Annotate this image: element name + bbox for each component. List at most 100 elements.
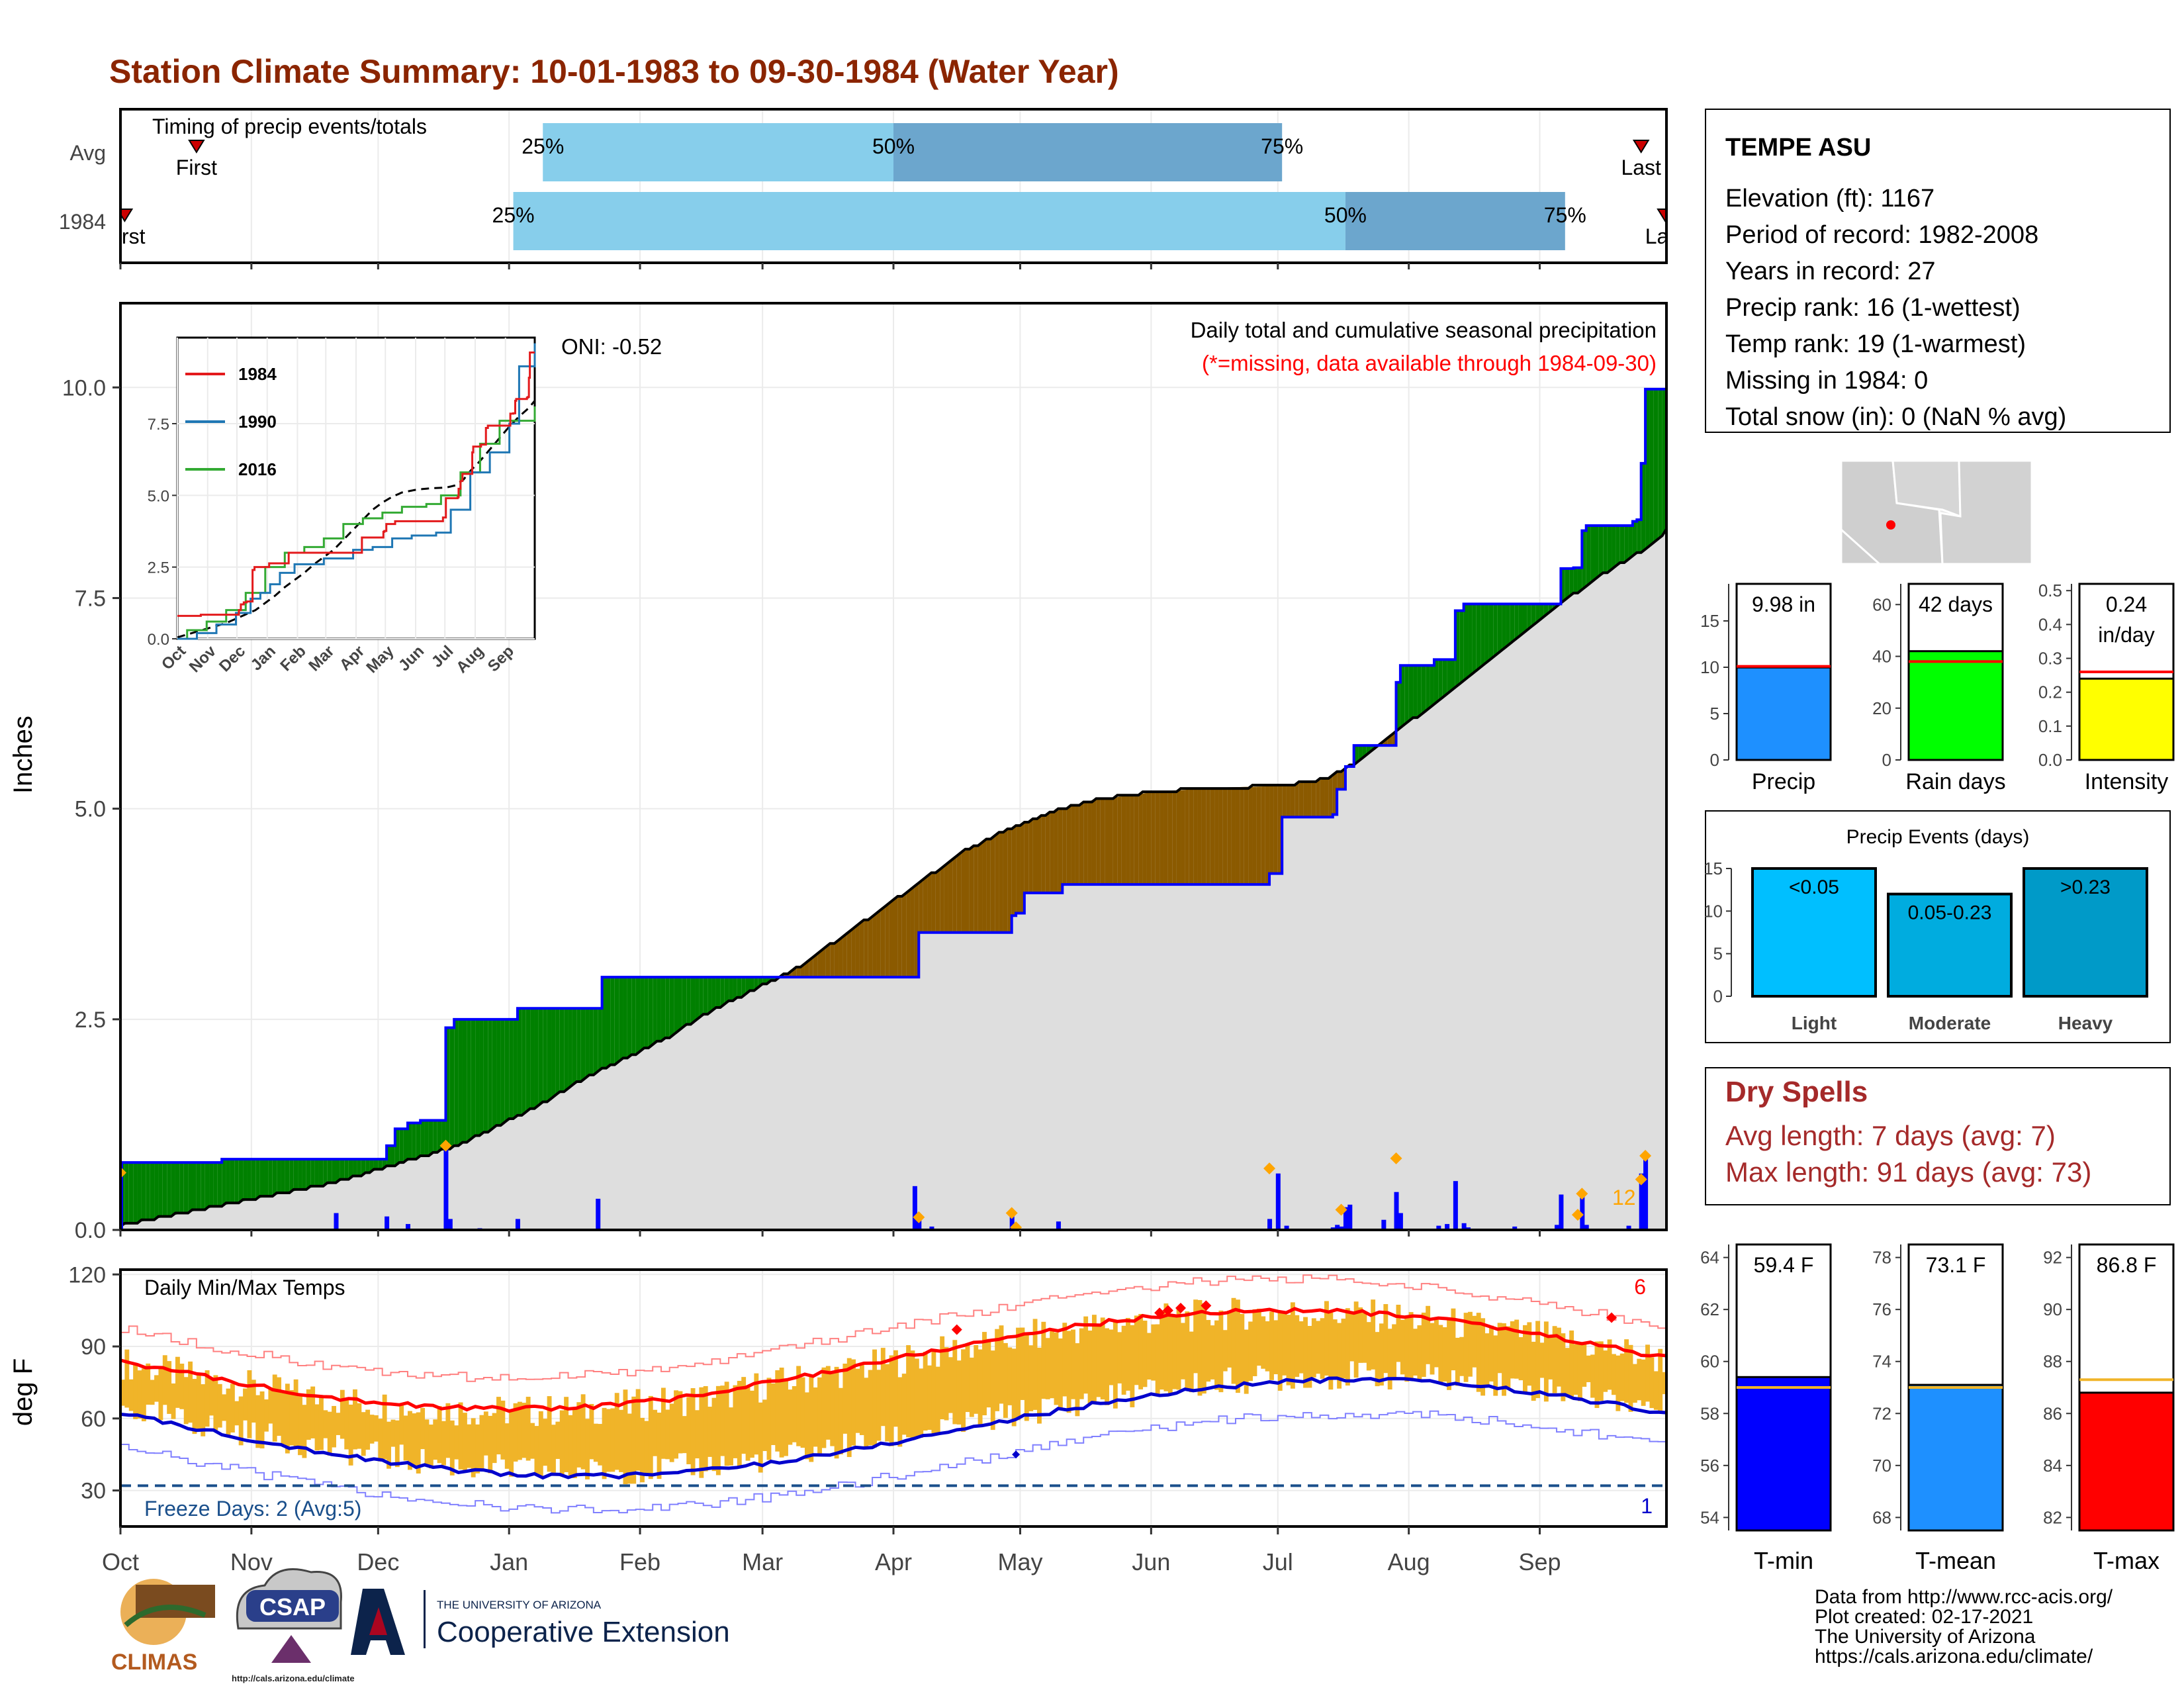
surplus-area [467, 1019, 471, 1142]
daily-temp-bar [243, 1388, 248, 1421]
deficit-area [1235, 786, 1240, 885]
tbar-value [2078, 1391, 2175, 1532]
surplus-area [222, 1159, 226, 1206]
daily-temp-bar [1096, 1323, 1101, 1397]
deficit-area [919, 880, 923, 933]
daily-temp-bar [792, 1385, 797, 1442]
daily-temp-bar [1379, 1323, 1384, 1386]
daily-precip-bar [1330, 1227, 1336, 1229]
surplus-area [504, 1019, 510, 1123]
daily-temp-bar [146, 1363, 151, 1405]
surplus-area [416, 1123, 421, 1158]
daily-temp-bar [365, 1409, 371, 1450]
daily-temp-bar [1151, 1324, 1156, 1381]
daily-temp-bar [1189, 1331, 1194, 1393]
events-y-tick-label: 10 [1704, 901, 1723, 921]
daily-temp-bar [1028, 1345, 1034, 1411]
timing-bar-25-50 [543, 123, 893, 181]
month-tick-label: Dec [357, 1548, 399, 1575]
daily-temp-bar [1493, 1335, 1498, 1396]
surplus-area [1497, 604, 1502, 654]
daily-temp-bar [183, 1377, 189, 1425]
daily-temp-bar [158, 1368, 163, 1421]
avg-cumulative-area [122, 532, 1665, 1229]
deficit-area [864, 918, 868, 978]
daily-temp-bar [1248, 1321, 1253, 1382]
daily-temp-bar [137, 1370, 142, 1419]
mini-y-tick-label: 0.5 [2038, 581, 2062, 600]
daily-precip-bar [1461, 1223, 1467, 1229]
deficit-area [999, 831, 1003, 933]
mini-bar-value-label: 0.24 [2106, 592, 2147, 616]
station-line: Precip rank: 16 (1-wettest) [1725, 294, 2021, 322]
y-tick-label: 60 [81, 1407, 106, 1432]
tbar-y-tick-label: 64 [1700, 1248, 1719, 1268]
surplus-area [437, 1120, 442, 1152]
daily-temp-bar [1531, 1341, 1536, 1401]
daily-temp-bar [897, 1377, 903, 1447]
deficit-area [935, 868, 940, 933]
surplus-area [1502, 604, 1506, 651]
daily-temp-bar [1298, 1321, 1304, 1374]
surplus-area [517, 1008, 522, 1117]
daily-temp-bar [784, 1381, 788, 1456]
deficit-area [859, 921, 864, 978]
mini-bar-category: Intensity [2085, 769, 2169, 794]
daily-temp-bar [555, 1421, 561, 1459]
daily-temp-bar [572, 1407, 577, 1478]
surplus-area [1447, 659, 1451, 694]
daily-temp-bar [1210, 1325, 1215, 1380]
surplus-area [1658, 389, 1662, 538]
daily-temp-bar [720, 1385, 725, 1456]
daily-temp-bar [124, 1349, 130, 1408]
daily-temp-bar [1261, 1316, 1266, 1369]
deficit-area [1160, 791, 1164, 885]
surplus-area [458, 1019, 463, 1146]
deficit-area [910, 886, 915, 978]
deficit-area [1007, 827, 1012, 933]
daily-temp-bar [348, 1404, 353, 1466]
deficit-area [969, 846, 974, 933]
surplus-area [1527, 604, 1531, 630]
daily-temp-bar [293, 1379, 298, 1448]
daily-temp-bar [1468, 1311, 1473, 1377]
surplus-area [1628, 526, 1633, 559]
daily-temp-bar [889, 1355, 894, 1446]
month-tick-label: Mar [742, 1548, 783, 1575]
daily-temp-bar [1426, 1305, 1431, 1364]
daily-temp-bar [230, 1383, 235, 1433]
deficit-area [956, 853, 962, 933]
extreme-event-marker [913, 1211, 925, 1223]
daily-temp-bar [192, 1379, 197, 1434]
timing-pct-label: 75% [1544, 203, 1586, 227]
daily-precip-bar [917, 1217, 922, 1229]
daily-temp-bar [982, 1332, 987, 1416]
deficit-area [796, 966, 801, 978]
deficit-area [1003, 829, 1008, 933]
timing-bar-25-50 [513, 192, 1345, 250]
surplus-area [158, 1162, 163, 1219]
daily-temp-bar [653, 1409, 658, 1456]
daily-temp-bar [251, 1380, 256, 1423]
daily-temp-bar [1383, 1304, 1388, 1374]
deficit-area [1240, 786, 1244, 885]
daily-temp-bar [488, 1415, 493, 1474]
extreme-event-marker [1571, 1209, 1584, 1221]
daily-temp-bar [842, 1363, 848, 1434]
inset-series-2016 [177, 406, 536, 640]
daily-temp-bar [1349, 1314, 1355, 1362]
tbar-value-label: 73.1 F [1926, 1253, 1986, 1277]
daily-temp-bar [336, 1413, 341, 1435]
daily-temp-bar [821, 1367, 827, 1448]
surplus-area [720, 977, 725, 1007]
deficit-area [1231, 787, 1236, 885]
deficit-area [1307, 781, 1312, 818]
surplus-area [340, 1159, 345, 1182]
precip-missing-note: (*=missing, data available through 1984-… [1202, 351, 1657, 375]
timing-pct-label: 50% [1324, 203, 1367, 227]
surplus-area [598, 1008, 602, 1072]
daily-temp-bar [543, 1419, 548, 1466]
deficit-area [1155, 791, 1160, 885]
university-name: THE UNIVERSITY OF ARIZONA [437, 1599, 602, 1611]
daily-temp-bar [1062, 1323, 1068, 1397]
